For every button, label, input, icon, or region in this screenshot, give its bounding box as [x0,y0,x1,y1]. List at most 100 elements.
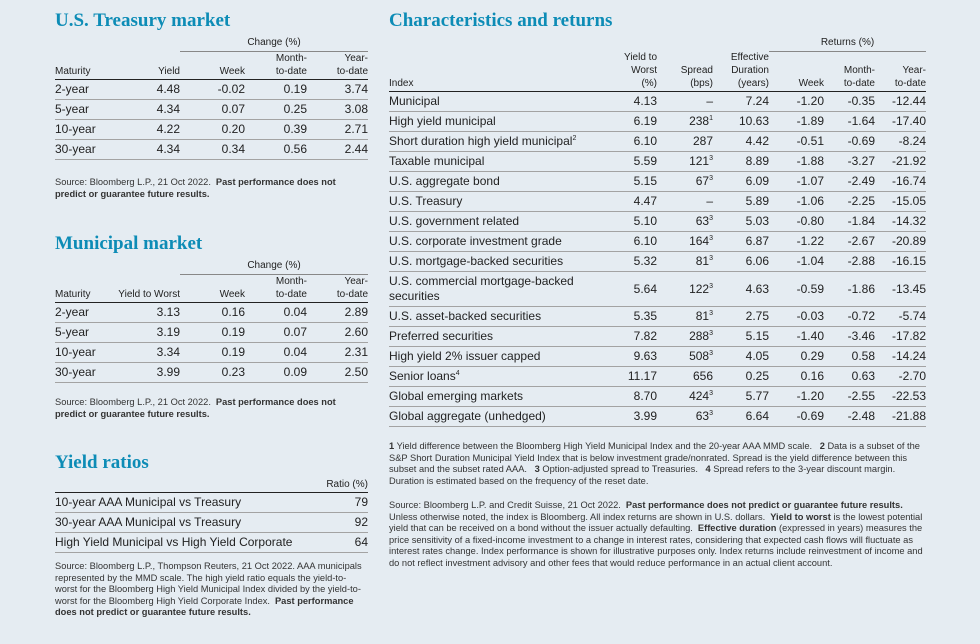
cell-text: -1.07 [796,174,824,188]
cell: 2.44 [307,139,369,160]
cell-text: -2.48 [847,409,875,423]
cell: 0.20 [180,119,245,140]
cell: 2-year [55,302,113,323]
cell: 3.34 [113,342,180,363]
col-maturity: Maturity [55,274,113,303]
municipal-source-note: Source: Bloomberg L.P., 21 Oct 2022. Past… [55,397,368,420]
col-duration: Effective Duration (years) [713,51,769,92]
cell: 0.58 [824,346,875,367]
cell: -0.72 [824,306,875,327]
cell: -2.48 [824,406,875,427]
cell-text: U.S. aggregate bond [389,174,500,188]
cell: High yield municipal [389,111,615,132]
cell: 5.32 [615,251,657,272]
cell: 6.10 [615,131,657,152]
cell-text: -0.72 [847,309,875,323]
cell-text: -1.89 [796,114,824,128]
table-row: 5-year 3.19 0.19 0.07 2.60 [55,322,369,343]
col-week: Week [769,51,824,92]
characteristics-returns-title: Characteristics and returns [389,10,613,31]
cell: 5.10 [615,211,657,232]
cell: -1.40 [769,326,824,347]
footnote-ref: 3 [709,350,713,357]
cell-text: 4.63 [745,281,769,296]
footnote-ref: 3 [709,175,713,182]
footnote-ref: 3 [709,215,713,222]
cell-text: 63 [695,409,710,423]
cell: 813 [657,251,713,272]
cell-text: -1.20 [796,94,824,108]
cell-text: -22.53 [891,389,927,403]
table-row: High yield 2% issuer capped 9.63 5083 4.05 0… [389,346,927,367]
footnote-ref: 1 [709,115,713,122]
cell: -1.07 [769,171,824,192]
cell-text: U.S. commercial mortgage-backed securiti… [389,274,574,303]
cell: 7.82 [615,326,657,347]
cell: -8.24 [875,131,927,152]
cell: 0.04 [245,302,307,323]
cell-text: -2.88 [847,254,875,268]
cell: -2.25 [824,191,875,212]
cell-text: 4.47 [633,194,657,208]
cell: 0.19 [180,322,245,343]
cell: 5-year [55,99,135,120]
cell-text: -17.40 [891,114,927,128]
source-text: Source: Bloomberg L.P., Thompson Reuters… [55,561,362,606]
footnote-number: 1 [389,441,395,451]
table-row: 30-year 3.99 0.23 0.09 2.50 [55,362,369,383]
cell: 0.07 [180,99,245,120]
cell: -16.15 [875,251,927,272]
cell: 3.13 [113,302,180,323]
footnote-ref: 3 [709,410,713,417]
cell-text: -14.24 [891,349,927,363]
treasury-market-title: U.S. Treasury market [55,10,231,31]
cell: 0.07 [245,322,307,343]
cell: -1.84 [824,211,875,232]
col-mtd: Month-to-date [245,274,307,303]
characteristics-rows: Municipal 4.13 – 7.24 -1.20 -0.35 -12.44 High y… [389,91,927,427]
cell: U.S. commercial mortgage-backed securiti… [389,271,615,307]
cell: U.S. asset-backed securities [389,306,615,327]
change-group-label: Change (%) [180,35,369,52]
cell-text: -2.70 [898,369,927,383]
cell: -12.44 [875,91,927,112]
cell-text: -1.22 [796,234,824,248]
cell: 30-year AAA Municipal vs Treasury [55,512,315,533]
cell: -1.22 [769,231,824,252]
footnote-text: Spread refers to the 3-year discount mar… [389,464,896,486]
cell-text: 6.19 [633,114,657,128]
cell: 5083 [657,346,713,367]
cell: -3.46 [824,326,875,347]
footnote-ref: 3 [709,310,713,317]
cell: 1213 [657,151,713,172]
cell: 2-year [55,79,135,100]
cell: 813 [657,306,713,327]
table-row: High Yield Municipal vs High Yield Corpo… [55,532,368,553]
col-spread: Spread (bps) [657,51,713,92]
cell: 64 [315,532,368,553]
cell: 633 [657,406,713,427]
cell-text: U.S. asset-backed securities [389,309,542,323]
col-ytw: Yield to Worst (%) [615,51,657,92]
cell-text: -1.20 [796,389,824,403]
definition-term: Effective duration [697,523,777,534]
col-index: Index [389,51,615,92]
cell: -15.05 [875,191,927,212]
table-row: 10-year AAA Municipal vs Treasury 79 [55,492,368,513]
footnote-ref: 3 [709,255,713,262]
cell-text: 5.15 [745,329,769,343]
cell: 92 [315,512,368,533]
cell-text: 288 [689,329,710,343]
characteristics-source-note: Source: Bloomberg L.P. and Credit Suisse… [389,500,926,570]
col-yield: Yield [135,51,180,80]
col-maturity: Maturity [55,51,135,80]
col-week: Week [180,274,245,303]
cell-text: 67 [695,174,710,188]
col-week: Week [180,51,245,80]
cell: 4.34 [135,139,180,160]
cell: -0.35 [824,91,875,112]
cell-text: U.S. corporate investment grade [389,234,562,248]
cell: 0.56 [245,139,307,160]
cell-text: -17.82 [891,329,927,343]
col-mtd: Month-to-date [824,51,875,92]
